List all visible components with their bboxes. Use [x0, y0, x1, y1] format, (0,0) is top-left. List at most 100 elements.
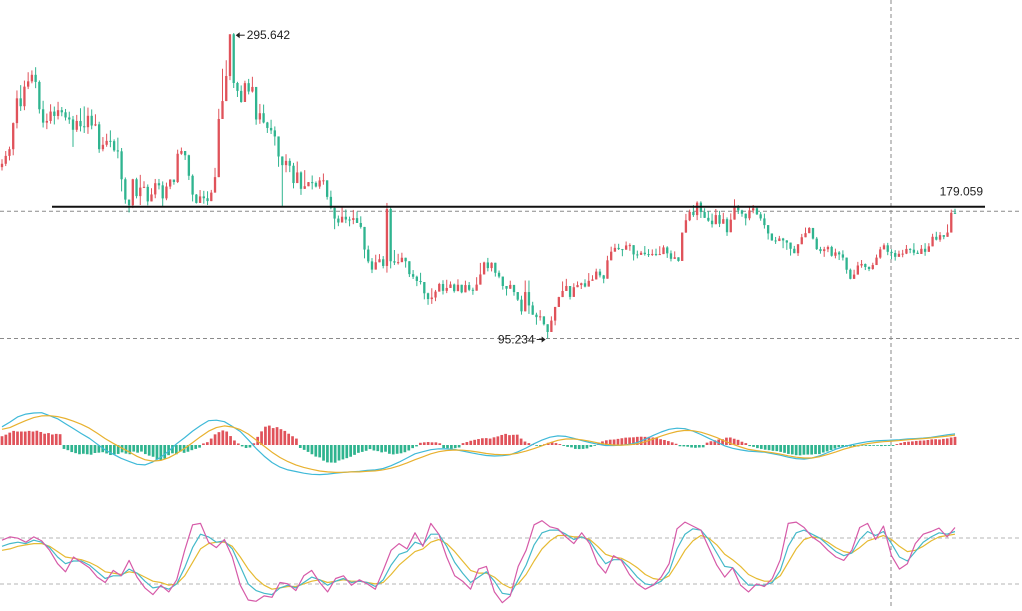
macd-histogram-bar: [105, 445, 108, 454]
macd-histogram-bar: [635, 436, 639, 445]
macd-histogram-bar: [907, 441, 910, 445]
candle-body: [240, 90, 243, 102]
macd-histogram-bar: [8, 432, 12, 445]
macd-histogram-bar: [887, 445, 891, 446]
macd-histogram-bar: [279, 429, 283, 445]
candle-body: [688, 211, 691, 221]
candle-body: [654, 253, 658, 255]
macd-histogram-bar: [469, 440, 473, 445]
macd-histogram-bar: [329, 445, 333, 463]
macd-histogram-bar: [194, 445, 198, 449]
macd-histogram-bar: [926, 439, 930, 445]
macd-histogram-bar: [566, 445, 569, 447]
macd-histogram-bar: [360, 445, 364, 452]
candle-body: [647, 254, 650, 256]
candle-body: [266, 122, 269, 128]
candle-body: [456, 284, 460, 292]
candle-body: [770, 233, 774, 241]
macd-histogram-bar: [794, 445, 798, 456]
candle-body: [931, 236, 934, 247]
macd-histogram-bar: [395, 445, 399, 454]
candle-body: [737, 206, 740, 211]
candle-body: [303, 186, 306, 189]
candle-body: [41, 109, 45, 123]
candle-body: [262, 113, 265, 123]
macd-histogram-bar: [260, 431, 263, 445]
candle-body: [404, 257, 407, 262]
candle-body: [673, 257, 676, 259]
macd-histogram-bar: [271, 428, 275, 445]
candle-body: [823, 249, 826, 252]
candle-body: [882, 245, 886, 250]
macd-histogram-bar: [85, 445, 89, 455]
candle-body: [348, 219, 351, 221]
candle-body: [49, 111, 52, 121]
macd-histogram-bar: [697, 445, 701, 448]
candle-body: [561, 290, 564, 298]
macd-histogram-bar: [682, 445, 686, 447]
candle-body: [636, 254, 639, 256]
macd-histogram-bar: [450, 445, 453, 449]
candle-body: [370, 261, 374, 270]
macd-histogram-bar: [756, 445, 759, 449]
macd-histogram-bar: [604, 440, 608, 445]
macd-histogram-bar: [357, 445, 360, 453]
macd-histogram-bar: [849, 445, 852, 447]
macd-histogram-bar: [81, 445, 85, 454]
candle-body: [307, 182, 310, 187]
candle-body: [441, 284, 445, 291]
macd-histogram-bar: [790, 445, 794, 455]
macd-histogram-bar: [221, 430, 225, 445]
macd-histogram-bar: [171, 445, 174, 454]
macd-histogram-bar: [918, 440, 922, 445]
candle-body: [150, 194, 153, 202]
candle-body: [165, 186, 168, 199]
macd-histogram-bar: [322, 445, 325, 461]
macd-histogram-bar: [198, 445, 201, 448]
macd-histogram-bar: [337, 445, 341, 461]
macd-histogram-bar: [655, 438, 659, 445]
macd-histogram-bar: [814, 445, 817, 455]
macd-histogram-bar: [302, 445, 306, 450]
candle-body: [677, 257, 680, 261]
macd-histogram-bar: [550, 441, 554, 445]
macd-histogram-bar: [47, 433, 50, 445]
macd-histogram-bar: [628, 437, 631, 445]
candle-body: [845, 257, 848, 270]
candle-body: [516, 292, 519, 300]
candle-body: [497, 272, 501, 277]
candlestick-series: [0, 33, 985, 339]
macd-histogram-bar: [860, 445, 864, 446]
candle-body: [938, 235, 942, 240]
macd-histogram-bar: [391, 445, 395, 455]
candle-body: [781, 238, 785, 241]
candle-body: [774, 240, 777, 242]
macd-histogram-bar: [244, 445, 248, 448]
candle-body: [355, 218, 359, 223]
macd-histogram-bar: [217, 432, 221, 445]
high-price-label: 295.642: [247, 28, 291, 42]
candle-body: [139, 187, 142, 197]
candle-body: [520, 299, 523, 312]
macd-histogram-bar: [442, 445, 445, 449]
macd-histogram-bar: [434, 442, 438, 445]
candle-body: [206, 198, 209, 202]
candle-body: [318, 180, 321, 187]
macd-histogram-bar: [841, 445, 845, 447]
candle-body: [624, 245, 628, 250]
macd-histogram-bar: [35, 430, 39, 445]
candle-body: [337, 218, 340, 223]
candle-body: [621, 249, 624, 251]
candle-body: [90, 115, 93, 126]
candle-body: [808, 227, 811, 234]
macd-histogram-bar: [620, 438, 624, 445]
macd-histogram-bar: [686, 445, 690, 447]
candle-body: [101, 144, 105, 150]
macd-histogram-bar: [624, 437, 628, 445]
macd-histogram-bar: [484, 438, 488, 445]
candle-body: [819, 249, 822, 252]
macd-histogram-bar: [666, 441, 670, 445]
macd-histogram-bar: [66, 445, 70, 451]
